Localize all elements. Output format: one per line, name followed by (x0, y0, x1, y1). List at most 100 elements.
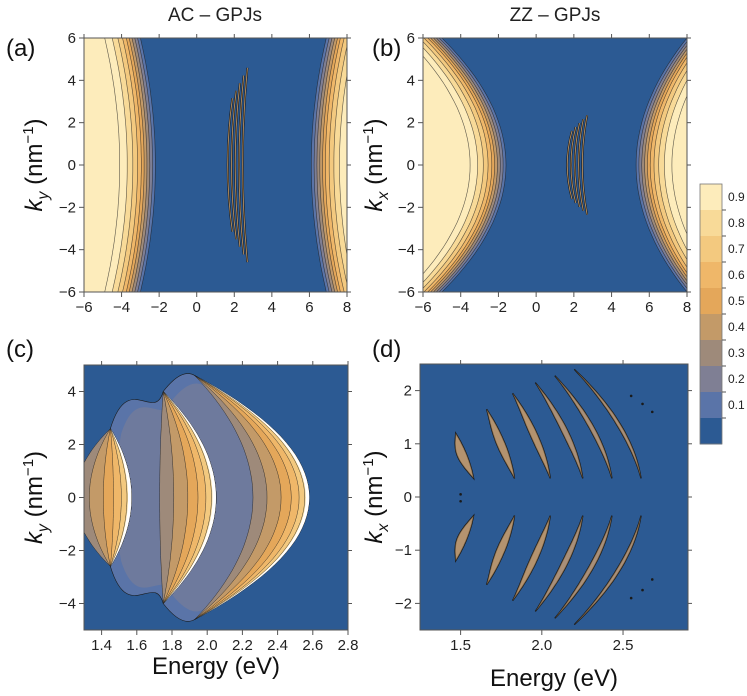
resonance-peak (163, 391, 216, 604)
y-label-superscript: −1 (20, 126, 37, 143)
y-tick-label: 0 (407, 157, 415, 174)
resonance-arc-core (227, 98, 233, 232)
x-tick-label: 2.0 (531, 637, 552, 654)
colorbar-tick-label: 0.2 (728, 372, 745, 386)
x-tick-label: 1.6 (126, 637, 147, 654)
y-label-symbol: k (361, 530, 388, 544)
colorbar: 0.9 0.8 0.7 0.6 0.5 0.4 0.3 0.2 0.1 (699, 183, 745, 445)
x-tick-label: 0 (193, 299, 201, 316)
x-tick-label: 8 (683, 299, 691, 316)
resonance-segment-core (486, 409, 515, 479)
x-tick-label: −4 (113, 299, 130, 316)
resonance-segment-core (512, 393, 551, 479)
y-label-unit: (nm (21, 476, 48, 524)
resonance-segment-core (486, 515, 515, 585)
x-tick-label: −2 (151, 299, 168, 316)
resonance-segment-core (512, 515, 551, 601)
y-tick-label: −4 (398, 242, 415, 259)
y-tick-label: 4 (407, 72, 415, 89)
x-tick-label: 6 (305, 299, 313, 316)
y-label-symbol: k (21, 198, 48, 212)
plot-area (84, 365, 348, 630)
colorbar-swatch (700, 262, 722, 289)
resonance-dot (641, 402, 644, 406)
y-label-subscript: y (35, 191, 52, 201)
x-tick-label: 2.8 (338, 637, 359, 654)
y-axis-label: kx (nm−1) (360, 450, 392, 543)
y-tick-label: −2 (59, 199, 76, 216)
y-axis-label: ky (nm−1) (20, 118, 52, 211)
resonance-dot (459, 493, 462, 496)
panel-b-ylabel: kx (nm−1) (360, 118, 392, 211)
y-label-subscript: y (35, 523, 52, 533)
x-tick-label: 1.5 (450, 637, 471, 654)
resonance-dot (459, 499, 462, 503)
panel-a-title: AC – GPJs (168, 5, 262, 26)
y-tick-label: 6 (68, 30, 76, 47)
x-tick-label: 2.2 (232, 637, 253, 654)
y-tick-label: 0 (404, 489, 412, 506)
x-tick-label: 4 (607, 299, 615, 316)
y-tick-label: −2 (395, 595, 412, 612)
x-tick-label: 2.0 (197, 637, 218, 654)
y-axis-label: kx (nm−1) (360, 118, 392, 211)
colorbar-tick-label: 0.5 (728, 294, 745, 308)
y-tick-label: 2 (407, 115, 415, 132)
left-region-contour (84, 38, 120, 292)
panel-c-label: (c) (6, 336, 34, 363)
y-tick-label: −4 (59, 596, 76, 613)
x-tick-label: −2 (490, 299, 507, 316)
x-tick-label: 8 (343, 299, 351, 316)
panel-c-xlabel: Energy (eV) (152, 653, 280, 680)
y-tick-label: 0 (68, 157, 76, 174)
resonance-arc-core (566, 130, 573, 200)
y-axis-label: ky (nm−1) (20, 451, 52, 544)
y-label-symbol: k (361, 198, 388, 212)
y-tick-label: 2 (68, 437, 76, 454)
y-tick-label: 2 (68, 115, 76, 132)
y-tick-label: 1 (404, 436, 412, 453)
resonance-segment-core (455, 515, 474, 561)
colorbar-swatch (700, 210, 722, 237)
resonance-arc-core (231, 90, 237, 240)
y-label-superscript: −1 (360, 126, 377, 143)
resonance-dot (641, 588, 644, 592)
resonance-dot (629, 596, 633, 600)
y-label-close: ) (361, 450, 388, 458)
x-tick-label: 2.5 (613, 637, 634, 654)
left-region-contour (423, 55, 471, 275)
x-tick-label: 2.4 (267, 637, 288, 654)
y-tick-label: 4 (68, 384, 76, 401)
colorbar-swatch (700, 314, 722, 341)
y-label-close: ) (21, 451, 48, 459)
y-label-symbol: k (21, 530, 48, 544)
panel-b-title: ZZ – GPJs (510, 5, 601, 26)
colorbar-tick-label: 0.7 (728, 242, 745, 256)
y-tick-label: −6 (398, 284, 415, 301)
resonance-dot (650, 410, 654, 414)
colorbar-tick-label: 0.6 (728, 268, 745, 282)
colorbar-tick-label: 0.8 (728, 216, 745, 230)
y-tick-label: −1 (395, 542, 412, 559)
plot-area (420, 364, 688, 630)
y-tick-label: −6 (59, 284, 76, 301)
panel-d-ylabel: kx (nm−1) (360, 450, 392, 543)
x-tick-label: 2.6 (302, 637, 323, 654)
y-tick-label: 6 (407, 30, 415, 47)
panel-b-label: (b) (372, 35, 401, 62)
x-tick-label: −6 (414, 299, 431, 316)
resonance-arc-core (570, 126, 577, 204)
colorbar-swatch (700, 340, 722, 367)
resonance-arc-core (234, 83, 241, 247)
y-tick-label: 0 (68, 490, 76, 507)
colorbar-tick-label: 0.1 (728, 398, 745, 412)
panel-b-plot: −6 −4 −2 0 2 4 6 8 −6 −4 −2 0 2 4 6 (398, 30, 691, 316)
x-tick-label: 1.8 (162, 637, 183, 654)
x-tick-label: 2 (570, 299, 578, 316)
y-label-close: ) (361, 118, 388, 126)
y-label-unit: (nm (361, 144, 388, 192)
resonance-segment-core (455, 433, 474, 479)
panel-a-ylabel: ky (nm−1) (20, 118, 52, 211)
panel-d-label: (d) (372, 336, 401, 363)
y-label-unit: (nm (21, 144, 48, 192)
